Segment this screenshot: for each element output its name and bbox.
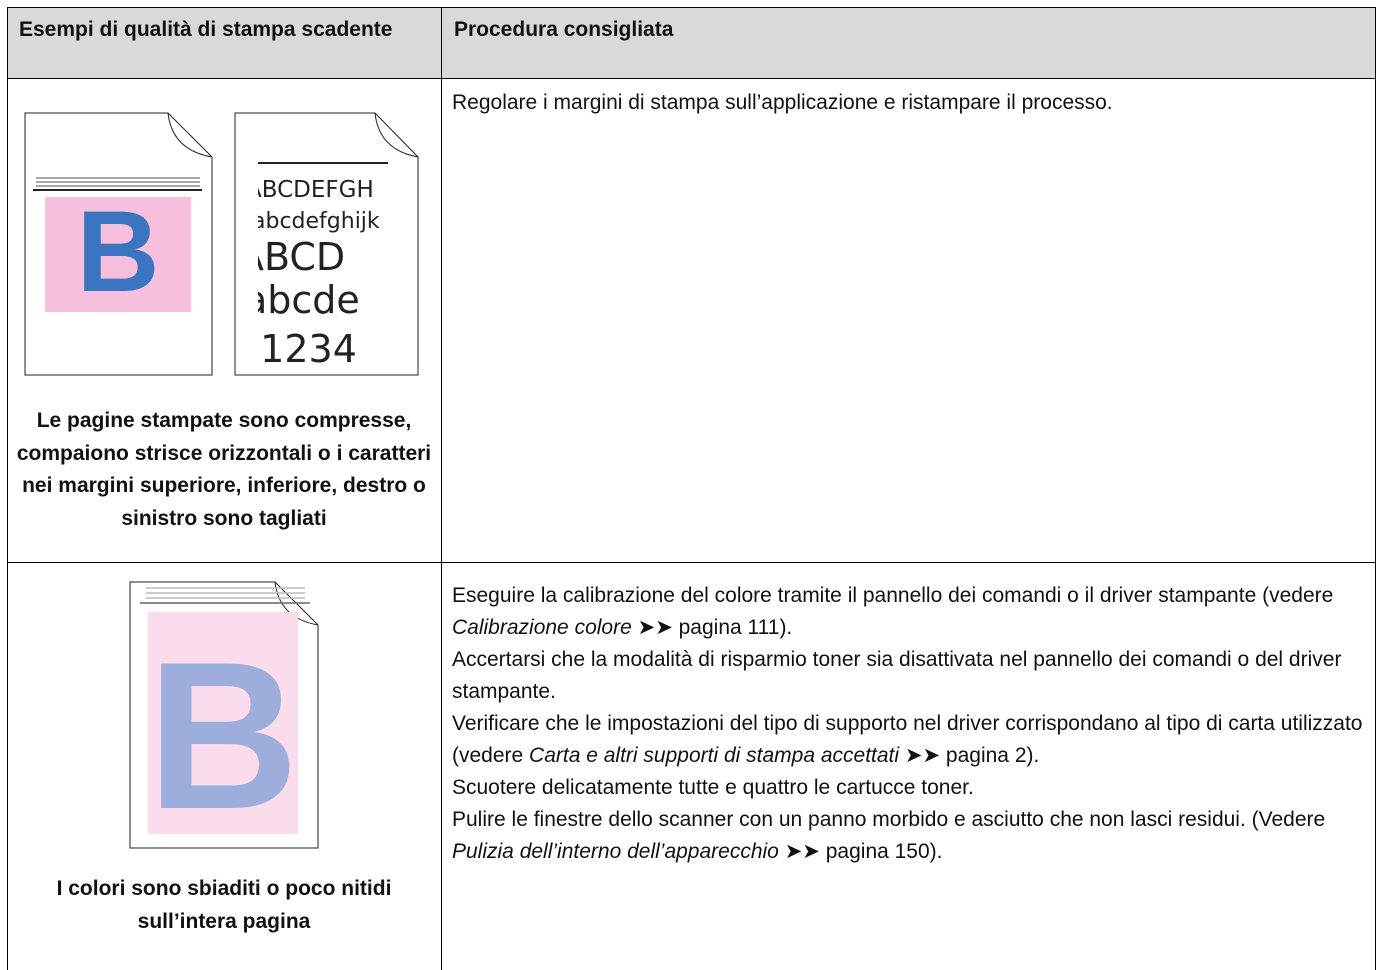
caption: I colori sono sbiaditi o poco nitidi sul…: [56, 877, 392, 933]
step-text: ➤➤ pagina 2).: [899, 744, 1040, 767]
sample-text: 01234: [236, 327, 357, 371]
step-text: ➤➤ pagina 111).: [631, 616, 793, 639]
step: Verificare che le impostazioni del tipo …: [452, 708, 1377, 772]
caption: Le pagine stampate sono compresse, compa…: [16, 409, 432, 530]
sample-letter: B: [147, 618, 299, 853]
sample-text: abcde: [244, 278, 360, 322]
sample-text: abcdefghijk: [252, 209, 380, 234]
step-ref: Pulizia dell’interno dell’apparecchio: [452, 840, 779, 863]
border: [441, 7, 442, 970]
step-list: Eseguire la calibrazione del colore tram…: [452, 580, 1377, 868]
step-text: Pulire le finestre dello scanner con un …: [452, 808, 1326, 831]
border: [7, 7, 1375, 8]
border: [7, 78, 1375, 79]
step-text: Regolare i margini di stampa sull’applic…: [452, 91, 1113, 114]
tiny-text-lines: [36, 177, 200, 187]
border: [7, 7, 8, 970]
step-text: Scuotere delicatamente tutte e quattro l…: [452, 776, 974, 799]
sample-text: ABCDEFGH: [246, 177, 374, 203]
header-text: Procedura consigliata: [454, 18, 674, 41]
step-text: Verificare che le impostazioni del tipo …: [452, 712, 1363, 767]
step: Accertarsi che la modalità di risparmio …: [452, 644, 1377, 708]
border: [1375, 7, 1376, 970]
step: Scuotere delicatamente tutte e quattro l…: [452, 772, 1377, 804]
header-cell: Procedura consigliata: [442, 7, 1375, 78]
border: [7, 562, 1375, 563]
header-cell: Esempi di qualità di stampa scadente: [7, 7, 442, 78]
page-fold: [374, 112, 419, 158]
step: Eseguire la calibrazione del colore tram…: [452, 580, 1377, 644]
sample-text: ABCD: [238, 235, 345, 279]
step: Pulire le finestre dello scanner con un …: [452, 804, 1377, 868]
pink-area: [148, 612, 298, 834]
step-ref: Carta e altri supporti di stampa accetta…: [529, 744, 900, 767]
step-text: Eseguire la calibrazione del colore tram…: [452, 584, 1334, 607]
step: Regolare i margini di stampa sull’applic…: [452, 87, 1377, 119]
step-list: Regolare i margini di stampa sull’applic…: [452, 87, 1377, 119]
header-text: Esempi di qualità di stampa scadente: [19, 18, 393, 41]
page-outline: [234, 112, 419, 376]
step-ref: Calibrazione colore: [452, 616, 632, 639]
step-text: ➤➤ pagina 150).: [778, 840, 943, 863]
pink-area: [45, 197, 191, 312]
step-text: Accertarsi che la modalità di risparmio …: [452, 648, 1342, 703]
page-fold: [167, 112, 213, 158]
sample-letter: B: [76, 188, 159, 316]
tiny-text-lines: [146, 587, 305, 599]
